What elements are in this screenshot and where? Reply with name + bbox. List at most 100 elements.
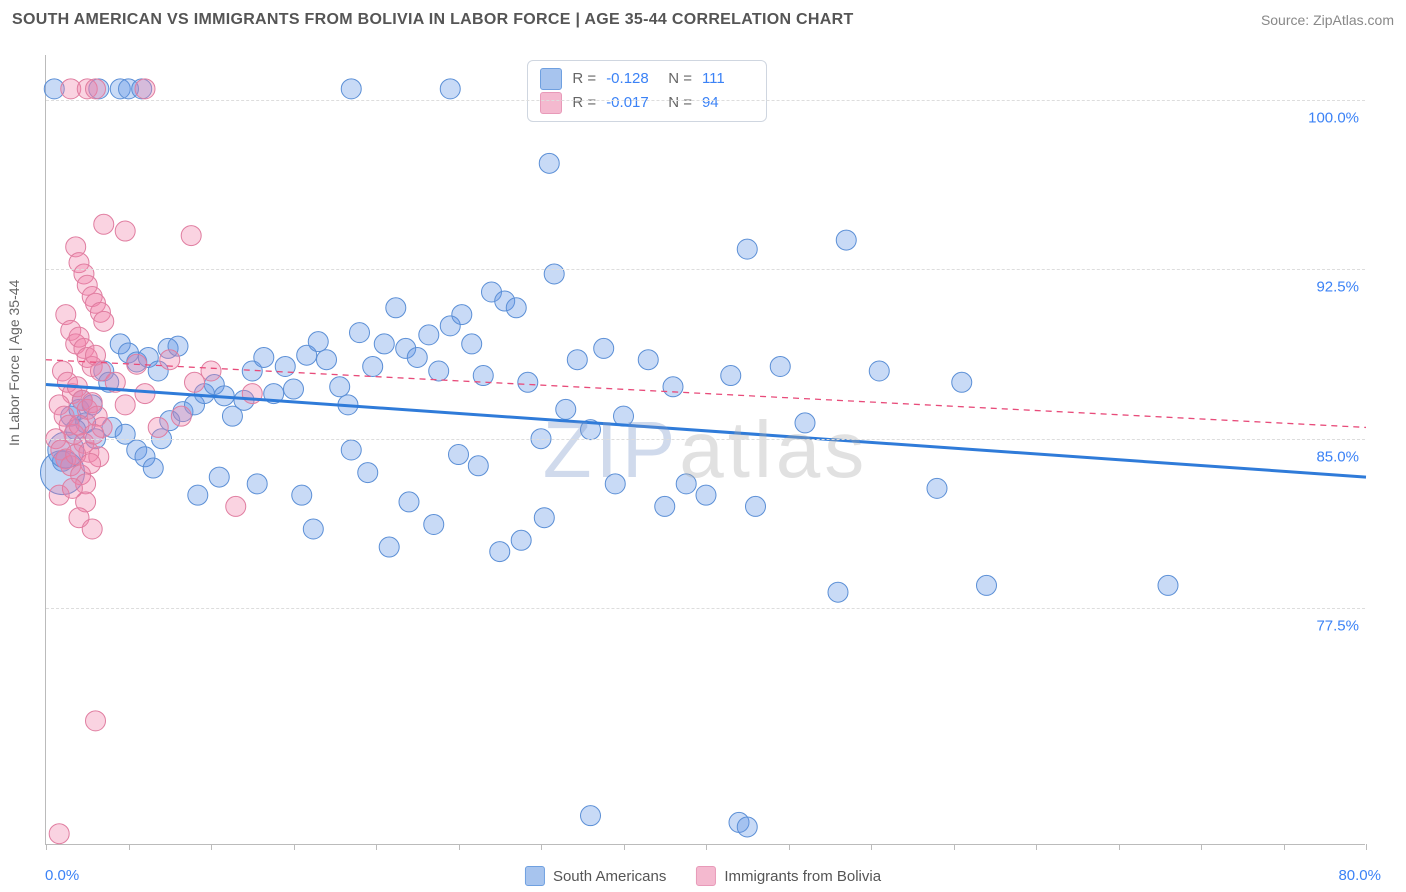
legend-swatch	[525, 866, 545, 886]
y-tick-label: 92.5%	[1316, 279, 1359, 296]
scatter-point	[86, 711, 106, 731]
scatter-point	[115, 221, 135, 241]
scatter-point	[737, 239, 757, 259]
scatter-point	[1158, 575, 1178, 595]
scatter-point	[462, 334, 482, 354]
scatter-point	[341, 440, 361, 460]
scatter-point	[828, 582, 848, 602]
legend-swatch	[540, 92, 562, 114]
scatter-point	[770, 356, 790, 376]
scatter-point	[737, 817, 757, 837]
bottom-legend-item: South Americans	[525, 866, 666, 886]
scatter-point	[506, 298, 526, 318]
x-tick	[1201, 844, 1202, 850]
scatter-point	[135, 384, 155, 404]
scatter-point	[330, 377, 350, 397]
scatter-point	[135, 79, 155, 99]
scatter-point	[452, 305, 472, 325]
scatter-point	[363, 356, 383, 376]
scatter-point	[171, 406, 191, 426]
scatter-point	[663, 377, 683, 397]
scatter-point	[148, 417, 168, 437]
scatter-point	[746, 496, 766, 516]
scatter-point	[676, 474, 696, 494]
scatter-point	[511, 530, 531, 550]
scatter-point	[86, 79, 106, 99]
gridline-h	[46, 439, 1365, 440]
scatter-point	[567, 350, 587, 370]
stat-n-value: 111	[702, 67, 754, 91]
scatter-point	[869, 361, 889, 381]
stat-r-value: -0.017	[606, 91, 658, 115]
scatter-point	[424, 514, 444, 534]
scatter-point	[655, 496, 675, 516]
scatter-point	[209, 467, 229, 487]
x-tick	[376, 844, 377, 850]
x-max-label: 80.0%	[1338, 867, 1381, 884]
x-tick	[294, 844, 295, 850]
x-tick	[211, 844, 212, 850]
x-tick	[1284, 844, 1285, 850]
legend-swatch	[696, 866, 716, 886]
scatter-point	[358, 463, 378, 483]
scatter-point	[399, 492, 419, 512]
scatter-point	[374, 334, 394, 354]
scatter-point	[94, 214, 114, 234]
stat-r-label: R =	[572, 67, 596, 91]
scatter-point	[407, 347, 427, 367]
scatter-point	[721, 366, 741, 386]
scatter-point	[379, 537, 399, 557]
x-tick	[1119, 844, 1120, 850]
scatter-point	[292, 485, 312, 505]
y-axis-title: In Labor Force | Age 35-44	[6, 280, 22, 446]
scatter-point	[539, 153, 559, 173]
stats-legend-row: R =-0.017N =94	[540, 91, 754, 115]
x-tick	[541, 844, 542, 850]
x-tick	[46, 844, 47, 850]
x-tick	[624, 844, 625, 850]
x-tick	[459, 844, 460, 850]
stat-n-label: N =	[668, 67, 692, 91]
scatter-point	[115, 395, 135, 415]
scatter-point	[188, 485, 208, 505]
x-tick	[1036, 844, 1037, 850]
scatter-point	[952, 372, 972, 392]
scatter-point	[226, 496, 246, 516]
y-tick-label: 100.0%	[1308, 110, 1359, 127]
scatter-point	[160, 350, 180, 370]
scatter-point	[468, 456, 488, 476]
scatter-point	[836, 230, 856, 250]
scatter-point	[350, 323, 370, 343]
scatter-point	[449, 445, 469, 465]
scatter-point	[638, 350, 658, 370]
scatter-point	[201, 361, 221, 381]
scatter-point	[94, 311, 114, 331]
scatter-point	[605, 474, 625, 494]
source-label: Source: ZipAtlas.com	[1261, 12, 1394, 28]
stats-legend-row: R =-0.128N =111	[540, 67, 754, 91]
gridline-h	[46, 608, 1365, 609]
scatter-point	[247, 474, 267, 494]
scatter-point	[303, 519, 323, 539]
bottom-legend-item: Immigrants from Bolivia	[696, 866, 881, 886]
stat-n-label: N =	[668, 91, 692, 115]
x-tick	[1366, 844, 1367, 850]
scatter-point	[696, 485, 716, 505]
scatter-point	[49, 824, 69, 844]
scatter-point	[544, 264, 564, 284]
scatter-point	[386, 298, 406, 318]
trend-line	[46, 385, 1366, 478]
x-tick	[871, 844, 872, 850]
gridline-h	[46, 100, 1365, 101]
bottom-legend: South Americans Immigrants from Bolivia	[525, 866, 881, 886]
scatter-point	[254, 347, 274, 367]
scatter-point	[419, 325, 439, 345]
scatter-point	[275, 356, 295, 376]
stat-n-value: 94	[702, 91, 754, 115]
scatter-point	[594, 338, 614, 358]
chart-title: SOUTH AMERICAN VS IMMIGRANTS FROM BOLIVI…	[12, 11, 854, 29]
scatter-point	[82, 519, 102, 539]
scatter-point	[143, 458, 163, 478]
scatter-point	[534, 508, 554, 528]
x-tick	[954, 844, 955, 850]
